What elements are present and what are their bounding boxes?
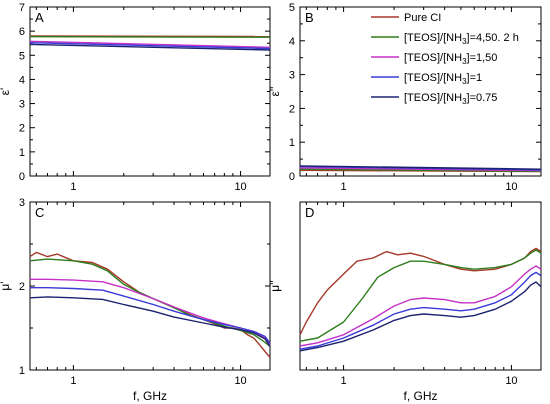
series-line: [299, 167, 542, 172]
panel-a: 1 10 0 1 2 3 4 5 6 7Aε': [0, 2, 271, 193]
y-tick-label: 3: [19, 99, 25, 111]
y-tick-label: 3: [19, 197, 25, 209]
plot-frame: [29, 6, 271, 177]
y-tick-label: 2: [19, 123, 25, 135]
series-line: [299, 165, 542, 170]
plot-frame: [29, 201, 271, 371]
y-tick-label: 1: [19, 147, 25, 159]
y-tick-label: 4: [19, 74, 25, 86]
y-axis-label: ε': [0, 88, 12, 96]
y-tick-label: 3: [289, 70, 295, 82]
panel-label: D: [305, 205, 314, 220]
series-line: [29, 296, 271, 347]
x-tick-label: 10: [234, 375, 246, 387]
legend-label: [TEOS]/[NH3]=1,50: [404, 52, 497, 66]
panel-b: 1 10 0 1 2 3 4 5Bε'': [268, 2, 542, 193]
y-axis-label: μ'': [268, 280, 282, 292]
y-tick-label: 2: [19, 281, 25, 293]
y-tick-label: 5: [289, 2, 295, 14]
x-axis-label: f, GHz: [133, 389, 167, 403]
series-line: [29, 36, 271, 38]
series-line: [29, 258, 271, 348]
series-line: [29, 251, 271, 358]
y-tick-label: 7: [19, 2, 25, 14]
plot-frame: [299, 201, 542, 371]
series-line: [299, 265, 542, 347]
legend: Pure CI [TEOS]/[NH3]=4,50. 2 h [TEOS]/[NH3…: [371, 12, 519, 106]
x-tick-label: 1: [70, 375, 76, 387]
y-tick-label: 6: [19, 26, 25, 38]
series-line: [29, 42, 271, 50]
series-line: [299, 168, 542, 172]
x-tick-label: 10: [505, 375, 517, 387]
y-tick-label: 4: [289, 36, 295, 48]
legend-label: [TEOS]/[NH3]=1: [404, 72, 482, 86]
x-tick-label: 10: [505, 181, 517, 193]
y-tick-label: 1: [289, 137, 295, 149]
panel-d: 1 10 Dμ'' f, GHz: [268, 201, 542, 403]
panel-label: C: [35, 205, 44, 220]
panel-c: 1 10 1 2 3Cμ' f, GHz: [0, 197, 271, 403]
x-tick-label: 1: [341, 375, 347, 387]
y-tick-label: 2: [289, 103, 295, 115]
x-tick-label: 1: [341, 181, 347, 193]
legend-label: [TEOS]/[NH3]=0.75: [404, 92, 497, 106]
series-line: [29, 40, 271, 48]
x-tick-label: 10: [234, 181, 246, 193]
series-line: [299, 281, 542, 352]
y-tick-label: 0: [289, 171, 295, 183]
series-line: [30, 278, 271, 346]
series-line: [29, 43, 271, 51]
y-axis-label: ε'': [268, 87, 282, 97]
legend-label: Pure CI: [404, 12, 441, 24]
y-tick-label: 5: [19, 50, 25, 62]
panel-label: A: [35, 10, 44, 25]
series-line: [299, 249, 542, 342]
legend-label: [TEOS]/[NH3]=4,50. 2 h: [404, 32, 519, 46]
panel-label: B: [305, 10, 314, 25]
y-axis-label: μ': [0, 281, 12, 290]
series-line: [299, 271, 542, 350]
series-line: [30, 287, 271, 344]
x-axis-label: f, GHz: [403, 389, 437, 403]
y-tick-label: 0: [19, 171, 25, 183]
y-tick-label: 1: [19, 365, 25, 377]
x-tick-label: 1: [70, 181, 76, 193]
